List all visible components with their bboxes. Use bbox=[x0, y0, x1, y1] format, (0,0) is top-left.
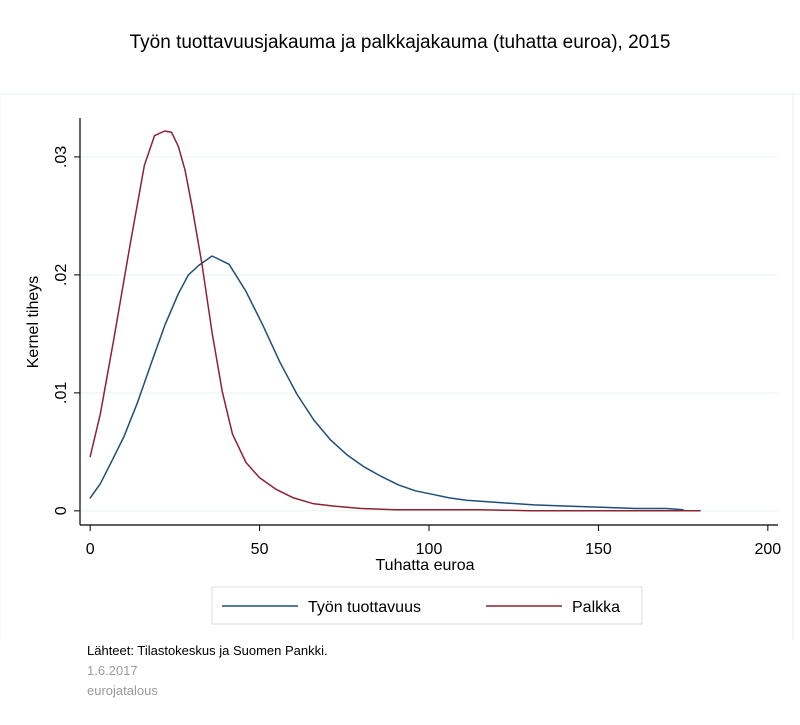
grid-lines bbox=[80, 156, 778, 512]
publication-date: 1.6.2017 bbox=[87, 663, 138, 678]
legend: Työn tuottavuus Palkka bbox=[211, 586, 643, 625]
series-line-palkka bbox=[89, 130, 701, 512]
legend-label-tyon-tuottavuus: Työn tuottavuus bbox=[308, 599, 421, 616]
brand-label: eurojatalous bbox=[87, 683, 158, 698]
y-axis-title: Kernel tiheys bbox=[25, 276, 42, 369]
x-tick-label: 50 bbox=[251, 541, 269, 558]
x-tick-label: 150 bbox=[585, 541, 612, 558]
x-tick-label: 200 bbox=[754, 541, 781, 558]
source-note: Lähteet: Tilastokeskus ja Suomen Pankki. bbox=[87, 643, 328, 658]
axis-ticks: 0 .01 .02 .03 0 50 100 150 200 bbox=[53, 146, 781, 558]
axes bbox=[79, 118, 778, 526]
x-tick-label: 0 bbox=[86, 541, 95, 558]
y-tick-label: .02 bbox=[53, 264, 70, 286]
x-tick-label: 100 bbox=[416, 541, 443, 558]
chart-title: Työn tuottavuusjakauma ja palkkajakauma … bbox=[129, 32, 671, 53]
legend-label-palkka: Palkka bbox=[572, 599, 620, 616]
y-tick-label: .03 bbox=[53, 146, 70, 168]
legend-box bbox=[211, 586, 643, 625]
y-tick-label: 0 bbox=[53, 506, 70, 515]
series-lines bbox=[89, 130, 701, 512]
x-axis-title: Tuhatta euroa bbox=[375, 557, 474, 574]
series-line-tyon-tuottavuus bbox=[89, 255, 684, 511]
y-tick-label: .01 bbox=[53, 382, 70, 404]
